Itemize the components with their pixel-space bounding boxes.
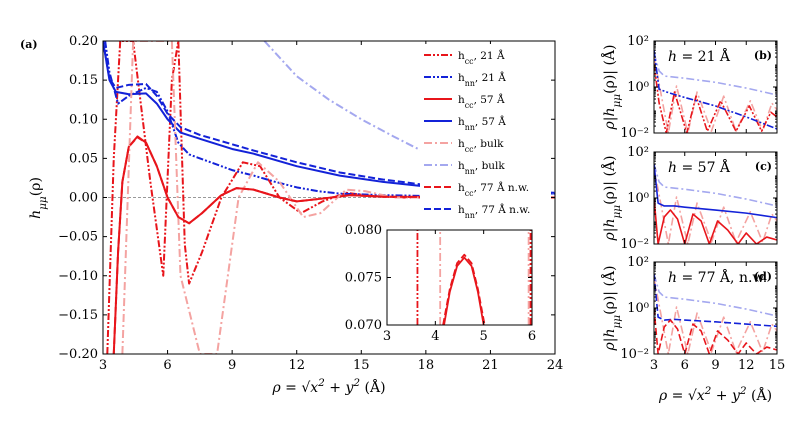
series-line-c-1 [654,167,777,244]
annotation-b: h = 21 Å [668,47,731,65]
y-tick-label-a: −0.05 [58,230,98,245]
panel-label-c: (c) [755,160,772,173]
series-line-d-3 [654,307,777,354]
y-tick-label-d: 10² [627,255,649,270]
y-tick-label-c: 10⁰ [627,191,649,206]
series-line-c-3 [654,197,777,244]
series-group-d [654,273,777,354]
x-tick-label-d: 6 [681,358,689,373]
series-line-a-1 [104,41,555,199]
x-tick-label-d: 3 [650,358,658,373]
y-tick-label-a: −0.15 [58,308,98,323]
x-tick-label-a: 3 [99,358,107,373]
plot-background-a-inset [387,230,532,325]
y-axis-label-c: ρ|hμμ(ρ)| (Å) [600,156,623,242]
x-axis-label-a: ρ = √x2 + y2 (Å) [271,377,385,396]
y-tick-label-b: 10⁻² [620,126,649,141]
series-line-b-2 [654,63,777,133]
series-line-d-2 [654,273,777,328]
x-tick-label-d: 12 [738,358,755,373]
y-tick-label-b: 10⁰ [627,80,649,95]
x-tick-label-a: 24 [547,358,564,373]
y-tick-label-a: 0.10 [69,112,98,127]
annotation-c: h = 57 Å [668,158,731,176]
y-axis-label-b: ρ|hμμ(ρ)| (Å) [600,45,623,131]
series-line-d-1 [654,277,777,354]
x-tick-label-d: 9 [711,358,719,373]
legend-label-7: hnn, 77 Å n.w. [458,202,530,220]
y-tick-label-a: 0.15 [69,73,98,88]
legend-label-1: hnn, 21 Å [458,70,506,88]
series-line-a-6 [112,136,555,354]
x-tick-label-d: 15 [769,358,786,373]
y-tick-label-c: 10⁻² [620,237,649,252]
series-line-c-0 [654,163,777,207]
y-axis-label-d: ρ|hμμ(ρ)| (Å) [600,266,623,352]
series-line-a-4 [121,41,555,354]
x-tick-label-a: 12 [288,358,305,373]
x-tick-label-a: 18 [418,358,435,373]
y-tick-label-a-inset: 0.075 [345,271,382,286]
y-axis-label-a: hμμ(ρ) [28,177,49,219]
x-tick-label-a: 21 [482,358,499,373]
x-tick-label-a-inset: 5 [480,329,488,344]
x-tick-label-a-inset: 6 [528,329,536,344]
x-tick-label-a: 6 [163,358,171,373]
series-line-a-inset-5 [442,253,486,325]
series-line-c-2 [654,163,777,219]
legend-label-0: hcc, 21 Å [458,48,505,66]
y-tick-label-d: 10⁰ [627,301,649,316]
series-line-b-3 [654,50,777,130]
series-group-b [654,50,777,133]
series-line-b-0 [654,52,777,96]
y-tick-label-b: 10² [627,34,649,49]
y-tick-label-a-inset: 0.070 [345,318,382,333]
x-tick-label-a-inset: 3 [383,329,391,344]
x-tick-label-a: 9 [228,358,236,373]
legend-label-5: hnn, bulk [458,160,505,176]
panel-label-a: (a) [20,38,38,51]
panel-label-d: (d) [754,270,772,283]
y-tick-label-a: −0.20 [58,347,98,362]
legend-label-2: hcc, 57 Å [458,92,505,110]
annotation-d: h = 77 Å, n.w. [668,268,767,286]
y-tick-label-a: 0.20 [69,34,98,49]
legend-label-3: hnn, 57 Å [458,114,506,132]
legend: hcc, 21 Å hnn, 21 Å hcc, 57 Å hnn, 57 Å hcc,… [420,44,551,230]
x-tick-label-a: 15 [353,358,370,373]
legend-label-4: hcc, bulk [458,138,504,154]
series-line-d-0 [654,273,777,317]
plot-background-b [654,41,777,133]
y-tick-label-a-inset: 0.080 [345,223,382,238]
legend-label-6: hcc, 77 Å n.w. [458,180,529,198]
y-tick-label-a: 0.05 [69,151,98,166]
y-tick-label-c: 10² [627,145,649,160]
series-group-a [103,41,555,354]
x-tick-label-a-inset: 4 [431,329,439,344]
series-group-c [654,163,777,244]
x-axis-label-d: ρ = √x2 + y2 (Å) [658,385,772,404]
y-tick-label-a: 0.00 [69,191,98,206]
y-tick-label-a: −0.10 [58,269,98,284]
legend-box [420,44,551,230]
y-tick-label-d: 10⁻² [620,347,649,362]
series-line-b-1 [654,56,777,133]
panel-label-b: (b) [754,49,772,62]
